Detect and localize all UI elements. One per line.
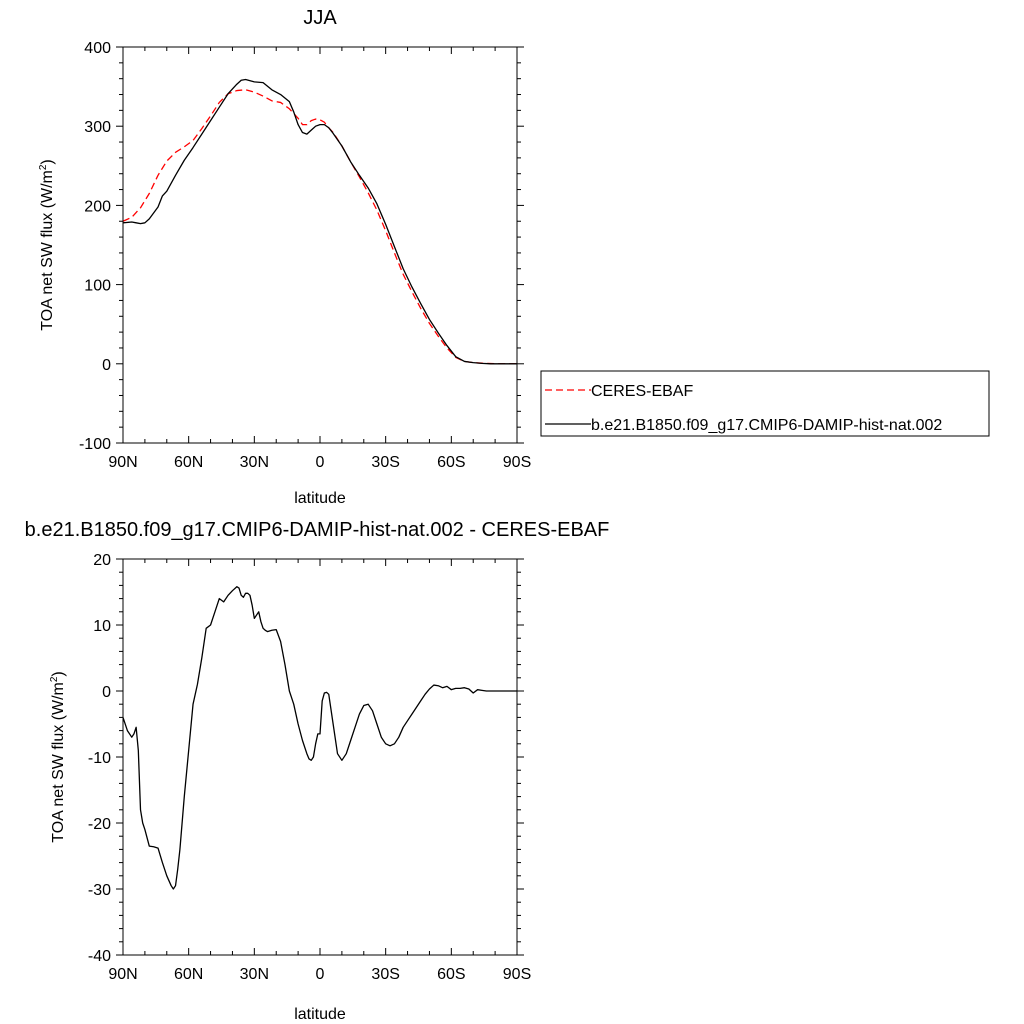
y-tick-label: 100 xyxy=(84,278,111,295)
y-tick-label: 0 xyxy=(102,357,111,374)
x-tick-label: 90N xyxy=(108,966,137,983)
y-tick-label: 300 xyxy=(84,119,111,136)
x-tick-label: 60N xyxy=(174,966,203,983)
x-tick-label: 90S xyxy=(503,454,531,471)
x-axis-label: latitude xyxy=(294,1006,346,1023)
y-tick-label: -40 xyxy=(88,948,111,965)
y-tick-label: 20 xyxy=(93,552,111,569)
chart-title: b.e21.B1850.f09_g17.CMIP6-DAMIP-hist-nat… xyxy=(25,519,610,541)
x-tick-label: 60S xyxy=(437,966,465,983)
y-axis-label-main: TOA net SW flux (W/m xyxy=(39,170,56,331)
y-axis-label-tail: ) xyxy=(39,159,56,164)
y-tick-label: 400 xyxy=(84,40,111,57)
y-tick-label: -10 xyxy=(88,750,111,767)
legend-box xyxy=(540,370,990,437)
y-tick-label: -20 xyxy=(88,816,111,833)
y-axis-label-main: TOA net SW flux (W/m xyxy=(50,682,67,843)
series-line-1 xyxy=(122,586,517,890)
x-tick-label: 90S xyxy=(503,966,531,983)
y-axis-label-superscript: 2 xyxy=(38,164,49,170)
legend-label-model: b.e21.B1850.f09_g17.CMIP6-DAMIP-hist-nat… xyxy=(591,417,942,434)
chart-title: JJA xyxy=(303,7,337,29)
y-tick-label: 0 xyxy=(102,684,111,701)
y-axis-label: TOA net SW flux (W/m2) xyxy=(38,159,56,331)
series-line-1 xyxy=(122,89,517,365)
y-axis-label-superscript: 2 xyxy=(49,676,60,682)
legend: CERES-EBAF b.e21.B1850.f09_g17.CMIP6-DAM… xyxy=(540,370,990,437)
x-tick-label: 30S xyxy=(371,454,399,471)
x-tick-label: 30S xyxy=(371,966,399,983)
upper-line-chart: JJA latitude TOA net SW flux (W/m2) 90N 6… xyxy=(38,7,531,507)
lower-difference-chart: b.e21.B1850.f09_g17.CMIP6-DAMIP-hist-nat… xyxy=(25,519,610,1023)
x-tick-label: 90N xyxy=(108,454,137,471)
series-line-2 xyxy=(122,78,517,365)
x-tick-label: 60N xyxy=(174,454,203,471)
x-tick-label: 0 xyxy=(316,454,325,471)
x-tick-label: 30N xyxy=(240,454,269,471)
x-tick-label: 0 xyxy=(316,966,325,983)
y-axis-label: TOA net SW flux (W/m2) xyxy=(49,671,67,843)
y-tick-label: -100 xyxy=(79,436,111,453)
x-tick-label: 30N xyxy=(240,966,269,983)
y-tick-label: 10 xyxy=(93,618,111,635)
y-tick-label: 200 xyxy=(84,198,111,215)
x-tick-label: 60S xyxy=(437,454,465,471)
legend-label-ceres-ebaf: CERES-EBAF xyxy=(591,383,693,400)
y-tick-label: -30 xyxy=(88,882,111,899)
y-axis-label-tail: ) xyxy=(50,671,67,676)
plot-frame xyxy=(122,46,518,444)
plot-frame xyxy=(122,558,518,956)
x-axis-label: latitude xyxy=(294,490,346,507)
